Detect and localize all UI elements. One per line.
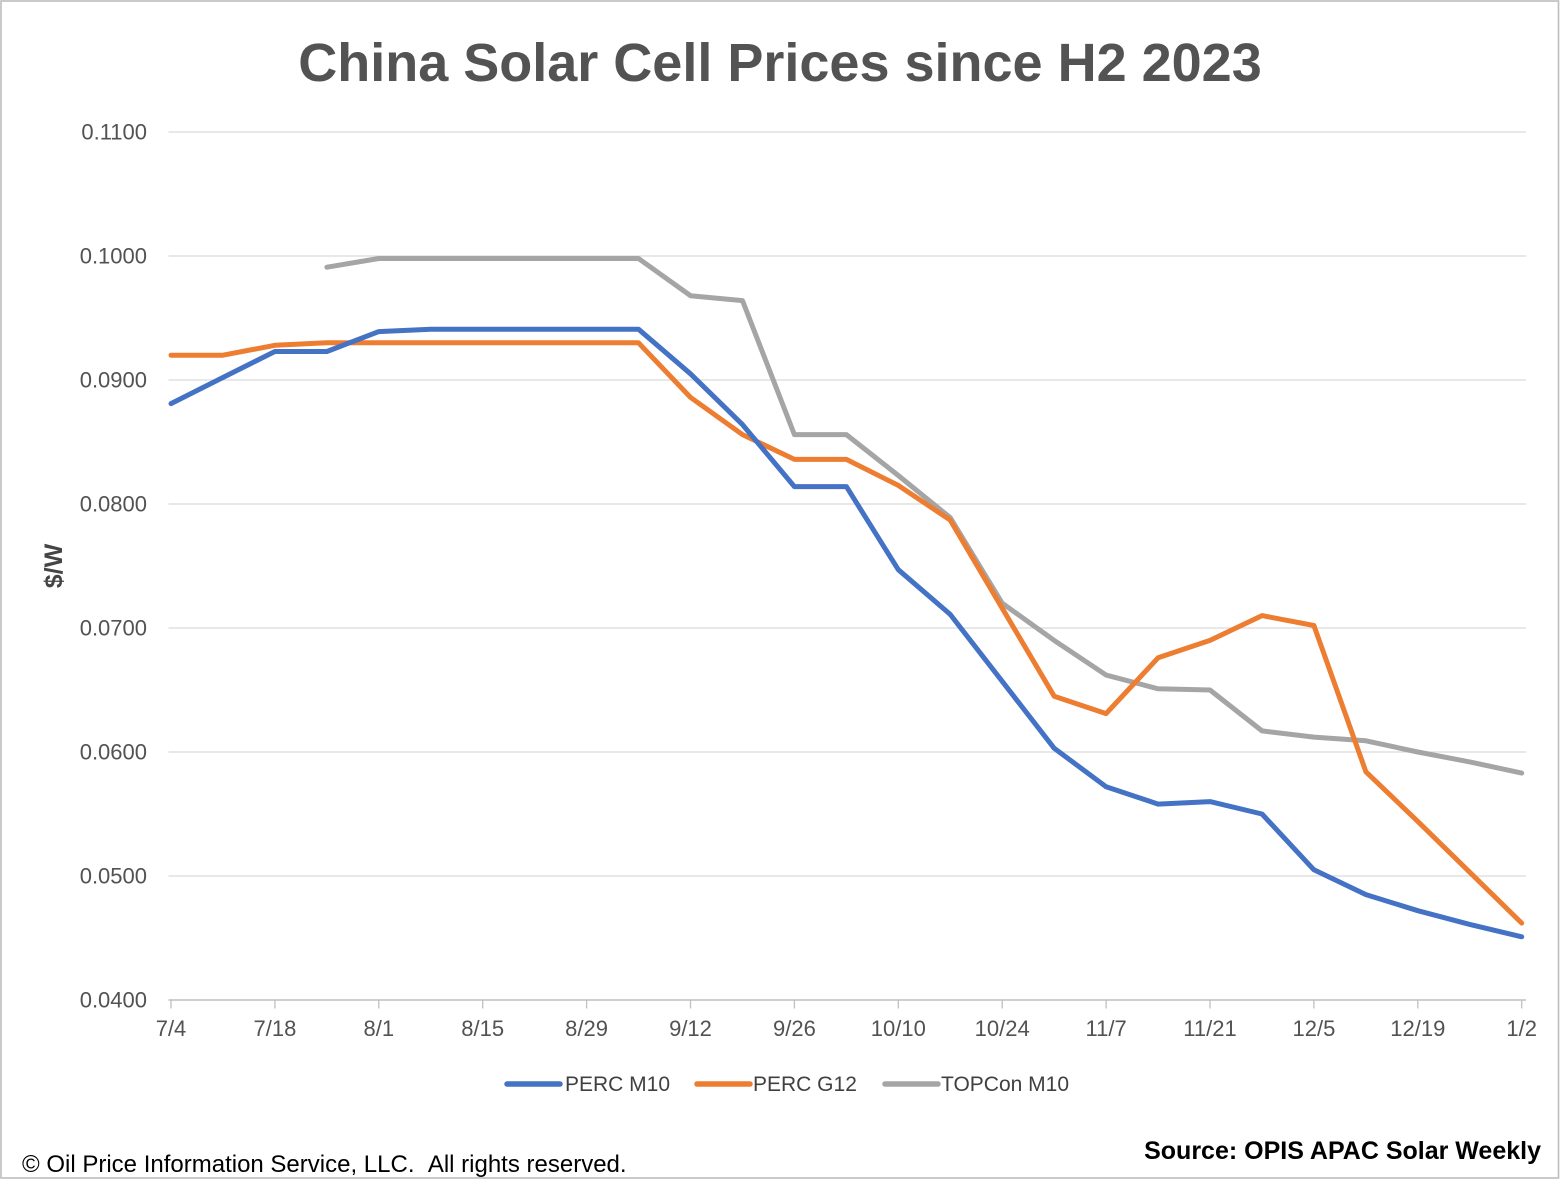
svg-text:0.1100: 0.1100: [81, 120, 147, 145]
svg-text:8/29: 8/29: [565, 1016, 608, 1041]
svg-text:7/18: 7/18: [253, 1016, 296, 1041]
svg-text:11/7: 11/7: [1086, 1016, 1127, 1041]
svg-text:$/W: $/W: [40, 543, 68, 588]
svg-text:China Solar Cell Prices since: China Solar Cell Prices since H2 2023: [298, 33, 1261, 93]
svg-text:12/5: 12/5: [1292, 1016, 1335, 1041]
svg-text:PERC M10: PERC M10: [565, 1073, 670, 1096]
svg-text:8/15: 8/15: [461, 1016, 504, 1041]
svg-text:0.0800: 0.0800: [80, 492, 147, 517]
svg-text:0.0700: 0.0700: [80, 616, 147, 641]
svg-text:0.0400: 0.0400: [80, 988, 147, 1013]
svg-text:1/2: 1/2: [1506, 1016, 1537, 1041]
svg-text:8/1: 8/1: [364, 1016, 395, 1041]
svg-text:Source: OPIS APAC Solar Weekly: Source: OPIS APAC Solar Weekly: [1144, 1137, 1541, 1165]
svg-text:© Oil Price Information Servic: © Oil Price Information Service, LLC. Al…: [22, 1151, 627, 1178]
svg-text:10/24: 10/24: [975, 1016, 1030, 1041]
svg-text:12/19: 12/19: [1390, 1016, 1445, 1041]
svg-text:0.0500: 0.0500: [80, 864, 147, 889]
svg-text:0.1000: 0.1000: [80, 244, 147, 269]
svg-text:9/12: 9/12: [669, 1016, 712, 1041]
svg-text:10/10: 10/10: [871, 1016, 926, 1041]
svg-text:PERC G12: PERC G12: [753, 1073, 857, 1096]
svg-text:9/26: 9/26: [773, 1016, 816, 1041]
svg-text:0.0600: 0.0600: [80, 740, 147, 765]
svg-text:7/4: 7/4: [156, 1016, 187, 1041]
svg-text:0.0900: 0.0900: [80, 368, 147, 393]
svg-text:11/21: 11/21: [1183, 1016, 1236, 1041]
svg-text:TOPCon M10: TOPCon M10: [941, 1073, 1069, 1096]
